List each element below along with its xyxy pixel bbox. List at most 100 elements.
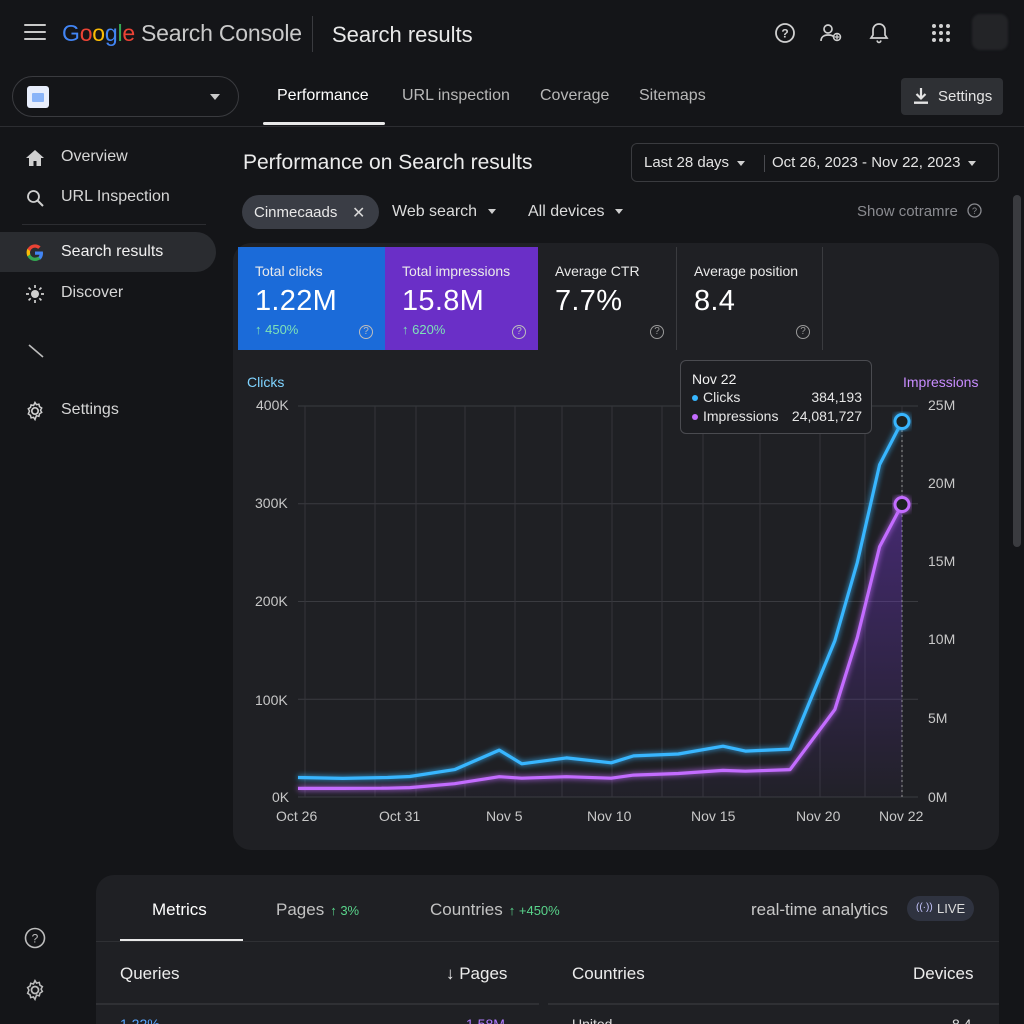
tab-sitemaps[interactable]: Sitemaps — [639, 87, 706, 104]
property-selector[interactable] — [12, 76, 239, 117]
y-left-tick: 0K — [272, 789, 290, 805]
realtime-analytics-label: real-time analytics — [751, 900, 888, 919]
y-right-tick: 10M — [928, 631, 956, 647]
average-position-card[interactable]: Average position 8.4 ? — [677, 247, 823, 350]
collapsed-section-icon[interactable] — [26, 342, 46, 360]
total-impressions-card[interactable]: Total impressions 15.8M ↑ 620% ? — [385, 247, 538, 350]
chevron-down-icon — [210, 94, 220, 100]
right-axis-title: Impressions — [903, 374, 979, 390]
clicks-series-line — [297, 420, 904, 780]
card-title: Total impressions — [402, 263, 511, 279]
apps-grid-icon[interactable] — [928, 20, 954, 46]
devices-filter[interactable]: All devices — [528, 203, 624, 221]
tab-performance[interactable]: Performance — [277, 87, 369, 104]
column-header-queries[interactable]: Queries — [120, 964, 180, 983]
impressions-legend-dot — [692, 414, 698, 421]
sparkle-icon — [24, 283, 46, 305]
chevron-down-icon — [737, 160, 746, 166]
card-value: 15.8M — [402, 285, 485, 317]
chevron-down-icon — [615, 209, 624, 215]
y-right-tick: 20M — [928, 475, 956, 491]
y-right-tick: 25M — [928, 397, 956, 413]
tab-metrics[interactable]: Metrics — [152, 900, 207, 919]
nav-divider — [0, 126, 1024, 127]
table-cell: 1.58M — [466, 1016, 505, 1024]
top-app-bar: Google Search Console Search results ? — [0, 0, 1024, 68]
x-tick: Nov 22 — [879, 808, 924, 824]
date-preset-dropdown[interactable]: Last 28 days — [644, 154, 746, 171]
header-divider — [312, 16, 313, 52]
y-left-tick: 300K — [255, 495, 288, 511]
show-compare-toggle[interactable]: Show cotramre ? — [857, 203, 982, 220]
query-filter-chip[interactable]: Cinmecaads ✕ — [242, 195, 379, 229]
y-right-tick: 5M — [928, 710, 948, 726]
left-axis-title: Clicks — [247, 374, 285, 390]
sidebar-item-settings[interactable]: Settings — [0, 390, 216, 430]
svg-text:?: ? — [781, 27, 788, 41]
property-icon — [27, 86, 49, 108]
date-range-dropdown[interactable]: Oct 26, 2023 - Nov 22, 2023 — [772, 154, 977, 171]
sidebar-item-label: Search results — [61, 243, 164, 260]
live-badge[interactable]: ((·)) LIVE — [907, 896, 974, 921]
table-cell: 1.22% — [120, 1016, 160, 1024]
x-tick: Nov 10 — [587, 808, 632, 824]
tab-url-inspection[interactable]: URL inspection — [402, 87, 510, 104]
card-value: 8.4 — [694, 285, 736, 317]
download-icon — [914, 88, 928, 104]
manage-users-icon[interactable] — [818, 20, 844, 46]
search-icon — [24, 187, 46, 209]
help-icon[interactable]: ? — [359, 325, 373, 339]
impressions-series-line — [298, 503, 904, 790]
y-left-tick: 400K — [256, 397, 289, 413]
date-separator — [764, 155, 765, 172]
menu-icon[interactable] — [24, 24, 46, 42]
card-title: Total clicks — [255, 263, 323, 279]
sidebar-item-overview[interactable]: Overview — [0, 137, 216, 177]
x-tick: Nov 15 — [691, 808, 736, 824]
account-avatar[interactable] — [972, 14, 1008, 50]
active-tab-indicator — [263, 122, 385, 125]
tab-coverage[interactable]: Coverage — [540, 87, 610, 104]
y-left-tick: 100K — [255, 692, 288, 708]
tab-pages[interactable]: Pages ↑ 3% — [276, 900, 360, 919]
tooltip-impressions-value: 24,081,727 — [791, 408, 862, 424]
home-icon — [24, 147, 46, 169]
search-console-logo[interactable]: Google Search Console — [62, 20, 302, 46]
chevron-down-icon — [488, 209, 497, 215]
gear-icon[interactable] — [24, 979, 46, 1006]
scrollbar[interactable] — [1013, 195, 1021, 547]
sidebar-item-discover[interactable]: Discover — [0, 273, 216, 313]
help-icon[interactable]: ? — [796, 325, 810, 339]
settings-button[interactable]: Settings — [901, 78, 1003, 115]
sidebar-divider — [22, 224, 206, 225]
active-tab-indicator — [120, 939, 243, 941]
broadcast-icon: ((·)) — [916, 902, 933, 913]
search-type-filter[interactable]: Web search — [392, 203, 497, 221]
y-right-tick: 15M — [928, 553, 956, 569]
y-right-tick: 0M — [928, 789, 948, 805]
close-icon[interactable]: ✕ — [352, 205, 366, 222]
column-header-devices[interactable]: Devices — [913, 964, 974, 983]
tab-countries[interactable]: Countries ↑ +450% — [430, 900, 560, 919]
svg-text:?: ? — [32, 932, 39, 946]
total-clicks-card[interactable]: Total clicks 1.22M ↑ 450% ? — [238, 247, 385, 350]
column-header-pages[interactable]: ↓ Pages — [446, 964, 508, 983]
chevron-down-icon — [968, 160, 977, 166]
table-cell: United — [572, 1016, 613, 1024]
x-tick: Nov 20 — [796, 808, 841, 824]
card-delta: ↑ 450% — [255, 322, 299, 337]
help-icon[interactable]: ? — [24, 927, 46, 954]
column-header-countries[interactable]: Countries — [572, 964, 645, 983]
notifications-bell-icon[interactable] — [866, 20, 892, 46]
card-delta: ↑ 620% — [402, 322, 446, 337]
help-icon[interactable]: ? — [650, 325, 664, 339]
date-range-picker[interactable]: Last 28 days Oct 26, 2023 - Nov 22, 2023 — [631, 143, 999, 182]
help-icon[interactable]: ? — [772, 20, 798, 46]
help-icon[interactable]: ? — [512, 325, 526, 339]
performance-title: Performance on Search results — [243, 151, 533, 174]
sidebar-item-url-inspection[interactable]: URL Inspection — [0, 177, 216, 217]
average-ctr-card[interactable]: Average CTR 7.7% ? — [538, 247, 677, 350]
sidebar-item-search-results[interactable]: Search results — [0, 232, 216, 272]
impressions-area — [298, 504, 902, 797]
